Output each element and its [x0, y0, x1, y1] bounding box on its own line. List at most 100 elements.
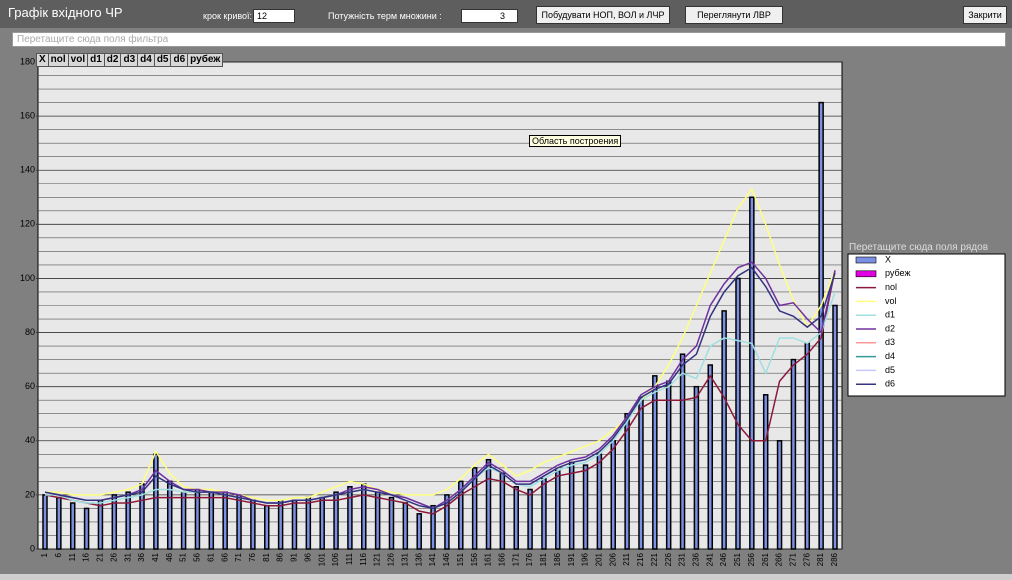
x-tick-label: 251: [733, 552, 742, 566]
x-tick-label: 171: [511, 552, 520, 566]
bar: [762, 394, 769, 550]
bar: [541, 477, 547, 550]
bar: [444, 494, 450, 550]
x-tick-label: 271: [789, 552, 798, 566]
power-select[interactable]: 3: [461, 9, 518, 23]
x-tick-label: 36: [137, 552, 146, 561]
legend-label: d5: [885, 365, 895, 375]
bar: [97, 499, 104, 550]
line-series: [44, 266, 836, 510]
x-tick-label: 131: [400, 552, 409, 566]
field-button[interactable]: d1: [87, 53, 105, 67]
bar: [111, 494, 118, 550]
bar: [610, 440, 616, 550]
bar: [749, 196, 755, 550]
x-tick-label: 96: [303, 552, 312, 561]
bar: [499, 472, 506, 550]
field-button[interactable]: vol: [67, 53, 89, 67]
bar: [485, 458, 492, 550]
bar: [166, 480, 173, 550]
bar: [388, 496, 395, 550]
x-tick-label: 166: [497, 552, 506, 566]
legend-label: d6: [885, 379, 895, 389]
x-tick-label: 261: [761, 552, 770, 566]
y-tick-label: 80: [25, 327, 35, 337]
bar: [291, 499, 298, 550]
x-tick-label: 221: [650, 552, 659, 566]
close-button[interactable]: Закрити: [963, 6, 1007, 24]
line-series: [45, 187, 836, 502]
bar: [69, 502, 76, 550]
x-tick-label: 186: [553, 552, 562, 566]
bar: [153, 453, 159, 550]
x-tick-label: 241: [705, 552, 714, 566]
bar: [471, 467, 478, 550]
field-button[interactable]: рубеж: [187, 53, 224, 67]
bar: [319, 496, 325, 550]
step-label: крок кривої:: [203, 11, 253, 21]
bar: [347, 486, 353, 550]
x-tick-label: 161: [484, 552, 493, 566]
bar: [416, 513, 422, 550]
legend-label: d4: [885, 351, 895, 361]
x-tick-label: 126: [387, 552, 396, 566]
x-tick-label: 266: [775, 552, 784, 566]
build-button[interactable]: Побудувати НОП, ВОЛ и ЛЧР: [536, 6, 670, 24]
bar: [402, 502, 409, 550]
field-button[interactable]: d6: [170, 53, 189, 67]
x-tick-label: 136: [414, 552, 423, 566]
step-input[interactable]: 12: [253, 9, 295, 23]
bar: [832, 304, 838, 550]
bar: [180, 491, 187, 550]
bar: [83, 507, 90, 550]
bar: [125, 491, 131, 550]
legend-label: vol: [885, 296, 897, 306]
legend-label: d3: [885, 337, 895, 347]
field-button[interactable]: d5: [153, 53, 172, 67]
plot-tooltip: Область построения: [529, 135, 622, 147]
x-tick-label: 211: [622, 552, 631, 565]
y-tick-label: 140: [20, 165, 35, 175]
x-tick-label: 46: [165, 552, 174, 561]
bar: [555, 469, 561, 550]
field-button[interactable]: d3: [120, 53, 139, 67]
x-tick-label: 146: [442, 552, 451, 566]
x-tick-label: 66: [220, 552, 229, 561]
legend-drop-zone[interactable]: Перетащите сюда поля рядов: [849, 242, 989, 253]
legend-label: d2: [885, 323, 895, 333]
x-tick-label: 276: [802, 552, 811, 566]
bar: [42, 494, 48, 550]
bar: [264, 504, 270, 550]
y-tick-label: 60: [25, 381, 35, 391]
bar: [236, 494, 242, 550]
bar: [624, 412, 630, 550]
y-tick-label: 120: [20, 219, 35, 229]
view-button[interactable]: Переглянути ЛВР: [685, 6, 783, 24]
legend-label: рубеж: [885, 268, 910, 278]
field-button[interactable]: d4: [137, 53, 155, 67]
toolbar: Графік вхідного ЧР крок кривої: 12 Потуж…: [0, 0, 1012, 28]
field-button[interactable]: nol: [47, 53, 69, 67]
bar: [458, 480, 464, 550]
bar: [374, 491, 381, 550]
x-tick-label: 176: [525, 552, 534, 566]
bar: [790, 358, 797, 550]
x-tick-label: 51: [179, 552, 188, 561]
y-tick-label: 100: [20, 273, 35, 283]
x-tick-label: 191: [567, 552, 576, 566]
filter-drop-zone[interactable]: Перетащите сюда поля фильтра: [12, 32, 1006, 47]
x-tick-label: 286: [830, 552, 839, 566]
field-button[interactable]: d2: [103, 53, 122, 67]
bar: [568, 461, 575, 550]
x-tick-label: 231: [678, 552, 687, 566]
y-tick-label: 20: [25, 489, 35, 499]
x-tick-label: 86: [276, 552, 285, 561]
scrollbar[interactable]: [0, 574, 1012, 580]
x-tick-label: 21: [96, 552, 105, 561]
x-tick-label: 6: [54, 552, 63, 557]
line-series: [44, 261, 836, 510]
bar: [250, 499, 256, 550]
x-tick-label: 41: [151, 552, 160, 561]
bar: [638, 396, 644, 550]
